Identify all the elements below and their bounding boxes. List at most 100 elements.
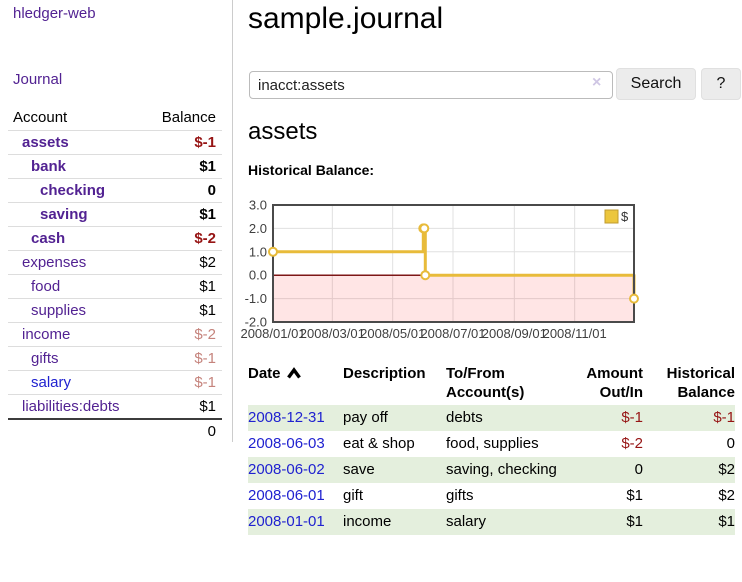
account-balance: $-2 bbox=[146, 226, 222, 251]
col-amount-label-2: Out/In bbox=[599, 384, 643, 401]
data-point bbox=[629, 293, 639, 304]
register-balance-cell: $-1 bbox=[713, 409, 735, 426]
transaction-date-link[interactable]: 2008-01-01 bbox=[248, 513, 325, 530]
account-name-cell: bank bbox=[8, 154, 147, 179]
accounts-total-value: 0 bbox=[146, 418, 222, 443]
account-link[interactable]: cash bbox=[31, 230, 66, 247]
account-row: cash $-2 bbox=[8, 226, 222, 251]
y-tick-label: 0.0 bbox=[249, 268, 267, 283]
y-tick-label: 2.0 bbox=[249, 221, 267, 236]
register-balance-cell: $1 bbox=[718, 513, 735, 530]
account-name-cell: gifts bbox=[8, 346, 147, 371]
data-point bbox=[268, 246, 278, 257]
account-name-cell: assets bbox=[8, 130, 147, 155]
x-tick-label: 2008/05/01 bbox=[360, 326, 425, 341]
accounts-col-account: Account bbox=[13, 109, 68, 126]
account-balance: $1 bbox=[146, 274, 222, 299]
account-link[interactable]: supplies bbox=[31, 302, 87, 319]
register-balance-cell: 0 bbox=[726, 435, 735, 452]
y-tick-label: -2.0 bbox=[245, 315, 267, 330]
search-button[interactable]: Search bbox=[616, 68, 696, 100]
app-title-link[interactable]: hledger-web bbox=[13, 5, 96, 22]
accounts-table-header: Account Balance bbox=[8, 106, 222, 131]
account-row: food $1 bbox=[8, 274, 222, 299]
account-link[interactable]: checking bbox=[40, 182, 106, 199]
account-link[interactable]: bank bbox=[31, 158, 67, 175]
account-name-cell: liabilities:debts bbox=[8, 394, 147, 419]
account-link[interactable]: assets bbox=[22, 134, 69, 151]
register-amount-cell: $-1 bbox=[621, 409, 643, 426]
help-button[interactable]: ? bbox=[701, 68, 741, 100]
account-row: assets $-1 bbox=[8, 130, 222, 155]
negative-region bbox=[273, 275, 634, 322]
col-balance-label-1: Historical bbox=[666, 365, 735, 382]
register-date-cell: 2008-06-02 bbox=[248, 457, 343, 483]
plot-border bbox=[272, 204, 635, 323]
account-balance: $1 bbox=[146, 154, 222, 179]
x-tick-label: 2008/09/01 bbox=[482, 326, 547, 341]
register-amount-cell: $1 bbox=[626, 487, 643, 504]
account-balance: $2 bbox=[146, 250, 222, 275]
register-date-cell: 2008-12-31 bbox=[248, 405, 343, 431]
account-balance: 0 bbox=[146, 178, 222, 203]
page-title: sample.journal bbox=[248, 2, 444, 35]
account-name-cell: income bbox=[8, 322, 147, 347]
col-balance-label-2: Balance bbox=[677, 384, 735, 401]
account-balance: $-1 bbox=[146, 346, 222, 371]
account-link[interactable]: gifts bbox=[31, 350, 59, 367]
register-date-cell: 2008-06-03 bbox=[248, 431, 343, 457]
register-col-date[interactable]: Date bbox=[248, 360, 343, 405]
register-accounts-cell: salary bbox=[446, 513, 487, 530]
accounts-total-row: 0 bbox=[8, 418, 222, 443]
transaction-date-link[interactable]: 2008-06-02 bbox=[248, 461, 325, 478]
col-amount-label-1: Amount bbox=[586, 365, 643, 382]
account-row: salary $-1 bbox=[8, 370, 222, 395]
register-description-cell: eat & shop bbox=[343, 435, 415, 452]
legend-swatch-icon bbox=[604, 209, 619, 224]
sidebar-item-journal[interactable]: Journal bbox=[13, 71, 63, 88]
register-description-cell: save bbox=[343, 461, 375, 478]
register-amount-cell: 0 bbox=[634, 461, 643, 478]
account-balance: $1 bbox=[146, 394, 222, 419]
transaction-date-link[interactable]: 2008-06-01 bbox=[248, 487, 325, 504]
register-accounts-cell: debts bbox=[446, 409, 483, 426]
account-row: expenses $2 bbox=[8, 250, 222, 275]
transaction-date-link[interactable]: 2008-06-03 bbox=[248, 435, 325, 452]
register-accounts-cell: gifts bbox=[446, 487, 474, 504]
register-accounts-cell: saving, checking bbox=[446, 461, 557, 478]
account-link[interactable]: income bbox=[22, 326, 71, 343]
register-row: 2008-01-01 income salary $1 $1 bbox=[248, 509, 735, 535]
search-input[interactable] bbox=[249, 71, 613, 99]
register-row: 2008-06-02 save saving, checking 0 $2 bbox=[248, 457, 735, 483]
account-balance: $-1 bbox=[146, 130, 222, 155]
transaction-date-link[interactable]: 2008-12-31 bbox=[248, 409, 325, 426]
register-col-accounts: To/From Account(s) bbox=[446, 360, 561, 405]
register-row: 2008-06-01 gift gifts $1 $2 bbox=[248, 483, 735, 509]
x-tick-label: 2008/03/01 bbox=[300, 326, 365, 341]
account-link[interactable]: food bbox=[31, 278, 61, 295]
register-col-balance: Historical Balance bbox=[643, 360, 735, 405]
register-table-body: 2008-12-31 pay off debts $-1 $-1 2008-06-03 ea… bbox=[248, 405, 735, 535]
register-row: 2008-12-31 pay off debts $-1 $-1 bbox=[248, 405, 735, 431]
accounts-col-balance: Balance bbox=[161, 109, 216, 126]
account-link[interactable]: expenses bbox=[22, 254, 87, 271]
balance-chart[interactable]: $3.0 2.0 1.0 0.0 -1.0 -2.02008/01/012008/03/0… bbox=[240, 198, 735, 344]
account-row: income $-2 bbox=[8, 322, 222, 347]
search-form: × Search ? bbox=[248, 68, 741, 102]
account-link[interactable]: salary bbox=[31, 374, 72, 391]
register-accounts-cell: food, supplies bbox=[446, 435, 539, 452]
data-point bbox=[419, 223, 430, 234]
col-accounts-label-2: Account(s) bbox=[446, 384, 525, 401]
account-row: checking 0 bbox=[8, 178, 222, 203]
clear-search-icon[interactable]: × bbox=[592, 74, 602, 91]
account-balance: $-1 bbox=[146, 370, 222, 395]
chart-title: Historical Balance: bbox=[248, 162, 375, 178]
register-date-cell: 2008-01-01 bbox=[248, 509, 343, 535]
account-name-cell: cash bbox=[8, 226, 147, 251]
register-col-description: Description bbox=[343, 360, 446, 405]
y-tick-label: 1.0 bbox=[249, 244, 267, 259]
register-header-row: Date Description To/From Account(s) Amou… bbox=[248, 360, 735, 405]
account-link[interactable]: liabilities:debts bbox=[22, 398, 120, 415]
account-link[interactable]: saving bbox=[40, 206, 88, 223]
